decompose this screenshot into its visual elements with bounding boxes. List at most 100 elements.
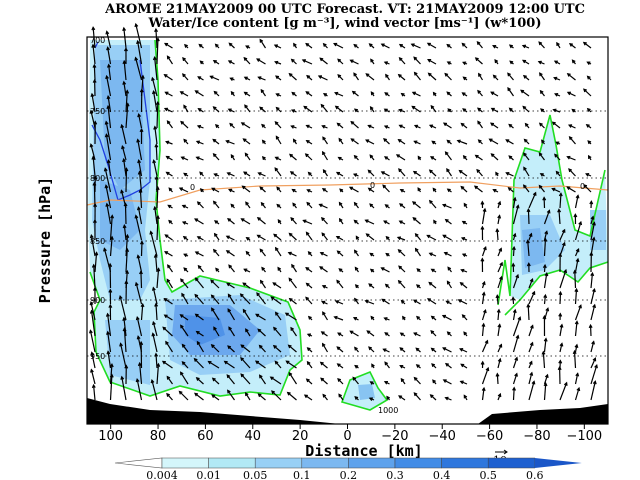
wind-vector: [447, 266, 452, 273]
wind-vector: [336, 363, 344, 369]
wind-vector: [124, 364, 129, 385]
wind-vector: [508, 107, 514, 113]
wind-vector: [463, 394, 468, 401]
wind-vector: [492, 44, 499, 49]
wind-vector: [122, 316, 127, 337]
wind-vector: [586, 75, 592, 81]
wind-vector: [382, 348, 390, 353]
wind-vector: [261, 156, 266, 161]
wind-vector: [355, 235, 360, 241]
wind-vector: [338, 217, 344, 225]
wind-vector: [289, 153, 297, 161]
wind-vector: [370, 58, 375, 65]
wind-vector: [383, 317, 390, 321]
wind-vector: [104, 184, 112, 209]
wind-vector: [122, 157, 127, 177]
wind-vector: [240, 218, 251, 225]
colorbar-label: 0.6: [526, 469, 544, 480]
wind-vector: [261, 139, 266, 145]
wind-vector: [463, 331, 468, 337]
colorbar-bin: [394, 457, 442, 469]
wind-vector: [290, 125, 297, 129]
wind-vector: [227, 345, 235, 353]
wind-vector: [179, 314, 189, 321]
wind-vector: [151, 286, 158, 305]
wind-vector: [180, 371, 189, 385]
wind-vector: [179, 91, 189, 97]
wind-vector: [415, 364, 421, 369]
wind-vector: [321, 300, 328, 305]
wind-vector: [558, 252, 563, 273]
wind-vector: [383, 108, 390, 113]
wind-vector: [274, 167, 282, 177]
pressure-level-label: 800: [90, 174, 105, 183]
wind-vector: [365, 233, 375, 241]
wind-vector: [154, 143, 159, 161]
wind-vector: [540, 108, 545, 113]
wind-vector: [337, 377, 344, 385]
wind-vector: [512, 386, 517, 401]
wind-vector: [89, 233, 96, 257]
pressure-level-label: 700: [90, 36, 105, 45]
wind-vector: [336, 250, 344, 257]
x-tick-label: −40: [429, 429, 456, 444]
wind-vector: [412, 299, 421, 305]
wind-vector: [383, 61, 390, 65]
wind-vector: [105, 202, 112, 225]
wind-vector: [230, 90, 235, 97]
wind-vector: [228, 42, 235, 49]
wind-vector: [520, 89, 530, 97]
wind-vector: [559, 342, 564, 353]
wind-vector: [106, 330, 112, 353]
wind-vector: [574, 320, 579, 337]
wind-vector: [383, 125, 390, 129]
wind-vector: [288, 371, 298, 385]
wind-vector: [89, 143, 96, 161]
wind-vector: [290, 109, 297, 113]
colorbar-label: 0.4: [433, 469, 451, 480]
wind-vector: [353, 154, 359, 161]
wind-vector: [352, 173, 359, 177]
wind-vector: [508, 44, 514, 49]
wind-vector: [256, 58, 266, 65]
wind-vector: [590, 364, 598, 385]
wind-vector: [370, 315, 375, 321]
wind-vector: [91, 383, 96, 401]
wind-vector: [307, 171, 313, 177]
wind-vector: [226, 172, 235, 177]
wind-vector: [495, 372, 500, 385]
wind-vector: [228, 326, 236, 337]
wind-vector: [384, 332, 390, 337]
wind-vector: [574, 287, 579, 305]
wind-vector: [349, 330, 359, 337]
wind-vector: [441, 203, 452, 209]
wind-vector: [446, 91, 452, 97]
wind-vector: [567, 124, 576, 129]
wind-vector: [120, 375, 127, 401]
wind-vector: [227, 293, 236, 305]
wind-vector: [125, 233, 130, 257]
wind-vector: [90, 368, 96, 385]
wind-vector: [590, 340, 595, 353]
wind-vector: [109, 363, 114, 385]
wind-vector: [227, 60, 235, 65]
wind-vector: [89, 109, 96, 129]
wind-vector: [154, 302, 159, 321]
wind-vector: [477, 120, 483, 129]
wind-vector: [412, 217, 421, 225]
wind-vector: [559, 241, 566, 257]
wind-vector: [495, 294, 500, 305]
wind-vector: [270, 296, 282, 305]
wind-vector: [135, 377, 143, 401]
colorbar-bin: [348, 457, 396, 469]
wind-vector: [371, 363, 375, 369]
cloud-fill-right: [510, 115, 608, 300]
wind-vector: [337, 74, 344, 81]
wind-vector: [590, 287, 596, 305]
wind-vector: [211, 394, 220, 401]
wind-vector: [211, 187, 220, 193]
wind-vector: [415, 347, 421, 353]
wind-vector: [497, 323, 502, 337]
wind-vector: [551, 121, 561, 129]
wind-vector: [384, 204, 390, 209]
